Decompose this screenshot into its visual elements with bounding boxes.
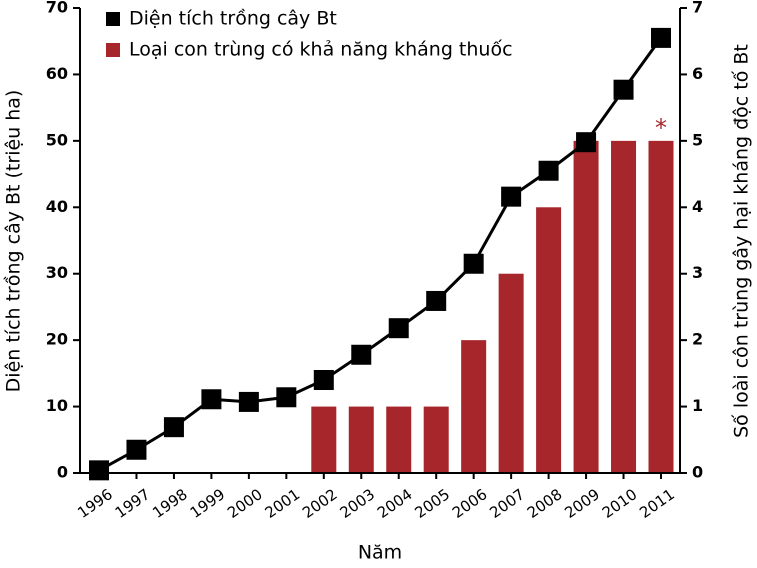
y2-tick-label: 5	[692, 130, 703, 149]
line-marker	[89, 460, 109, 481]
y2-tick-label: 3	[692, 263, 703, 282]
line-marker	[463, 253, 484, 274]
x-axis-label: Năm	[358, 542, 402, 564]
bar	[386, 406, 412, 473]
x-tick-label: 2011	[636, 485, 678, 522]
y-tick-label: 50	[46, 130, 68, 149]
x-tick-label: 2000	[224, 485, 266, 522]
line-marker	[238, 391, 259, 412]
line-marker	[313, 370, 334, 390]
y-tick-label: 70	[46, 0, 68, 17]
x-tick-label: 2008	[524, 485, 566, 522]
y2-tick-label: 1	[692, 396, 703, 415]
legend-marker	[106, 43, 120, 57]
x-tick-label: 2010	[599, 485, 641, 522]
x-tick-label: 2006	[449, 485, 491, 522]
y2-tick-label: 7	[692, 0, 703, 17]
y2-tick-label: 0	[692, 463, 703, 482]
x-tick-label: 2004	[374, 485, 416, 522]
x-tick-label: 1999	[187, 485, 229, 522]
y-tick-label: 20	[46, 330, 68, 349]
x-tick-label: 2003	[337, 485, 379, 522]
y-tick-label: 40	[46, 197, 68, 216]
y-tick-label: 60	[46, 64, 68, 83]
line-marker	[201, 389, 222, 410]
x-tick-label: 2002	[299, 485, 341, 522]
line	[98, 37, 663, 472]
y2-tick-label: 2	[692, 330, 703, 349]
legend-marker	[106, 12, 120, 26]
line-marker	[501, 186, 522, 207]
line-marker	[126, 439, 147, 460]
y-axis-label: Diện tích trồng cây Bt (triệu ha)	[3, 90, 25, 393]
y2-tick-label: 4	[692, 197, 703, 216]
line-marker	[538, 160, 559, 181]
line-marker	[426, 290, 447, 311]
x-tick-label: 2009	[561, 485, 603, 522]
bar	[611, 140, 637, 473]
bar	[423, 406, 449, 473]
line-marker	[276, 387, 297, 408]
bar	[498, 273, 524, 473]
x-tick-label: 1997	[112, 485, 154, 522]
legend-label: Loại con trùng có khả năng kháng thuốc	[129, 39, 513, 61]
y-tick-label: 0	[57, 463, 68, 482]
bar	[461, 340, 487, 473]
x-tick-label: 2001	[262, 485, 304, 522]
y-tick-label: 30	[46, 263, 68, 282]
line-marker	[651, 27, 671, 48]
bar	[573, 140, 599, 473]
bar	[536, 207, 562, 474]
bar	[348, 406, 374, 473]
line-marker	[576, 132, 597, 153]
line-marker	[613, 79, 634, 100]
legend-label: Diện tích trồng cây Bt	[129, 8, 337, 30]
y2-axis-label: Số loài côn trùng gây hại kháng độc tố B…	[731, 44, 753, 438]
y-tick-label: 10	[46, 396, 68, 415]
line-marker	[163, 417, 184, 438]
x-tick-label: 1998	[149, 485, 191, 522]
bar	[648, 140, 674, 473]
x-tick-label: 2005	[411, 485, 453, 522]
bar	[311, 406, 337, 473]
y2-tick-label: 6	[692, 64, 703, 83]
x-tick-label: 1996	[74, 485, 116, 522]
annotation: *	[655, 114, 667, 142]
line-marker	[388, 318, 409, 339]
x-tick-label: 2007	[486, 485, 528, 522]
line-marker	[351, 344, 372, 365]
